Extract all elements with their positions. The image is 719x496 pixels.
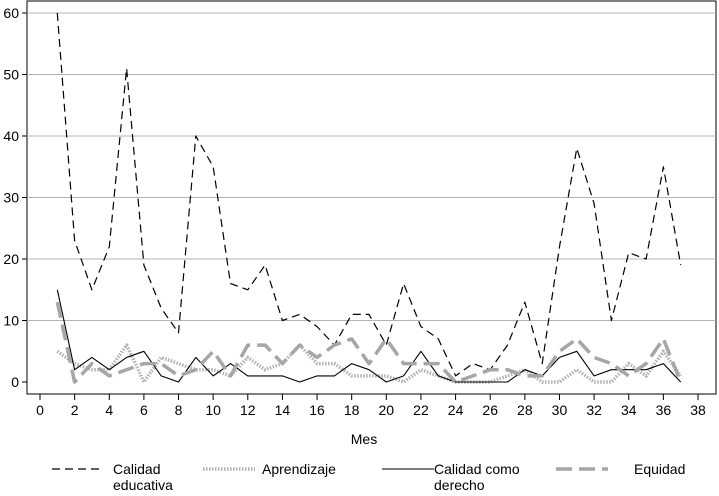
x-tick-label-20: 20 <box>379 402 395 418</box>
x-tick-label-8: 8 <box>175 402 183 418</box>
x-tick-label-6: 6 <box>140 402 148 418</box>
y-tick-label-10: 10 <box>3 313 19 329</box>
x-tick-label-18: 18 <box>344 402 360 418</box>
x-tick-label-38: 38 <box>690 402 706 418</box>
series-line-0 <box>57 13 680 376</box>
x-tick-label-36: 36 <box>656 402 672 418</box>
x-tick-label-34: 34 <box>621 402 637 418</box>
x-tick-label-16: 16 <box>309 402 325 418</box>
x-axis-label: Mes <box>351 431 377 447</box>
series-line-2 <box>57 290 680 382</box>
x-tick-label-14: 14 <box>275 402 291 418</box>
x-tick-label-12: 12 <box>240 402 256 418</box>
x-tick-label-22: 22 <box>413 402 429 418</box>
x-tick-label-4: 4 <box>105 402 113 418</box>
x-tick-label-10: 10 <box>205 402 221 418</box>
y-tick-label-40: 40 <box>3 128 19 144</box>
y-tick-label-50: 50 <box>3 67 19 83</box>
legend-label-2-line2: derecho <box>434 477 485 491</box>
x-tick-label-26: 26 <box>482 402 498 418</box>
y-tick-label-30: 30 <box>3 190 19 206</box>
x-tick-label-24: 24 <box>448 402 464 418</box>
y-axis: 0 10 20 30 40 50 60 <box>3 5 27 390</box>
grid-lines <box>27 13 716 321</box>
y-tick-label-0: 0 <box>11 374 19 390</box>
x-tick-label-32: 32 <box>586 402 602 418</box>
x-tick-label-28: 28 <box>517 402 533 418</box>
legend-label-0-line2: educativa <box>113 477 173 491</box>
y-tick-label-60: 60 <box>3 5 19 21</box>
x-tick-label-2: 2 <box>71 402 79 418</box>
legend-label-1: Aprendizaje <box>262 461 336 477</box>
x-tick-label-30: 30 <box>552 402 568 418</box>
legend-label-3: Equidad <box>634 461 685 477</box>
legend-label-0: Calidad <box>113 461 160 477</box>
legend-label-2: Calidad como <box>434 461 520 477</box>
x-tick-label-0: 0 <box>36 402 44 418</box>
y-tick-label-20: 20 <box>3 251 19 267</box>
